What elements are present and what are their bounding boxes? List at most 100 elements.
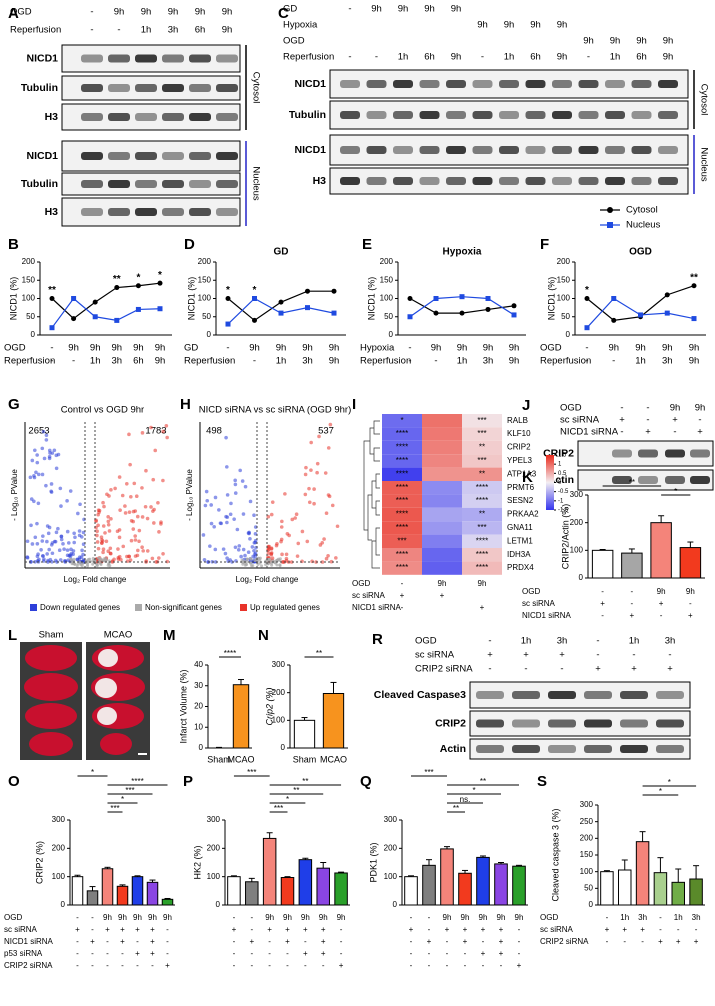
condition-value: +: [120, 925, 125, 934]
condition-value: -: [612, 356, 615, 367]
gene-point: [113, 486, 117, 491]
legend-label: Nucleus: [626, 220, 661, 231]
condition-value: 9h: [479, 913, 488, 922]
band: [135, 208, 157, 216]
blot-label: Tubulin: [289, 109, 326, 121]
colorbar: [546, 455, 554, 510]
gene-point: [283, 492, 287, 496]
gene-point: [106, 523, 111, 527]
condition-value: -: [250, 913, 253, 922]
gene-point: [253, 554, 258, 559]
marker: [638, 312, 643, 318]
y-tick-label: 100: [272, 715, 286, 724]
condition-label: p53 siRNA: [4, 949, 43, 958]
band: [81, 113, 103, 121]
significance: ***: [125, 786, 134, 795]
bar: [621, 552, 643, 579]
gene-point: [69, 557, 73, 561]
band: [366, 177, 387, 185]
gene-point: [246, 550, 251, 555]
gene-point: [224, 435, 228, 440]
condition-value: +: [697, 427, 703, 438]
y-axis-label: CRIP2/Actin (%): [560, 504, 570, 570]
significance: ***: [274, 804, 283, 813]
row-label: LETM1: [507, 536, 533, 545]
y-tick-label: 200: [557, 257, 571, 266]
panel-letter: E: [362, 236, 372, 253]
panel-letter: A: [8, 5, 19, 22]
row-label: CRIP2: [507, 443, 531, 452]
condition-value: 6h: [636, 52, 647, 63]
band: [631, 177, 652, 185]
bar: [101, 868, 114, 906]
gene-point: [274, 543, 279, 548]
blot-label: Tubulin: [21, 178, 58, 190]
condition-value: 3h: [665, 636, 676, 647]
condition-value: 9h: [337, 913, 346, 922]
image-label: Sham: [39, 630, 64, 641]
band: [108, 152, 130, 160]
slice: [29, 732, 73, 756]
band: [340, 111, 360, 119]
band: [162, 84, 184, 92]
gene-point: [104, 558, 108, 562]
condition-value: 9h: [483, 343, 494, 354]
gene-point: [213, 560, 218, 564]
condition-value: +: [499, 925, 504, 934]
stars: ****: [396, 563, 408, 572]
condition-value: -: [446, 937, 449, 946]
band: [81, 208, 103, 216]
image-label: MCAO: [104, 630, 133, 641]
band: [512, 691, 540, 699]
condition-value: -: [587, 52, 590, 63]
infarct: [98, 649, 118, 667]
gene-point: [238, 468, 242, 473]
band: [446, 146, 466, 154]
condition-value: +: [481, 949, 486, 958]
up-count: 537: [318, 426, 334, 437]
stars: ****: [396, 550, 408, 559]
significance: **: [48, 285, 56, 296]
condition-value: -: [488, 636, 491, 647]
heat-cell: [382, 467, 422, 481]
bar: [86, 890, 99, 906]
band: [216, 152, 238, 160]
condition-label: Hypoxia: [360, 343, 395, 354]
heat-cell: [422, 440, 462, 455]
gene-point: [69, 551, 74, 556]
gene-point: [252, 513, 256, 517]
group-label: Nucleus: [250, 166, 261, 201]
gene-point: [290, 517, 295, 522]
blot-label: CRIP2: [435, 717, 466, 729]
band: [419, 146, 440, 154]
condition-value: 1h: [504, 52, 515, 63]
gene-point: [79, 555, 84, 559]
condition-value: -: [348, 4, 351, 15]
gene-point: [140, 545, 144, 550]
condition-value: -: [585, 343, 588, 354]
gene-point: [242, 560, 246, 564]
gene-point: [121, 544, 126, 549]
band: [81, 84, 103, 92]
heat-cell: [422, 414, 462, 428]
gene-point: [108, 546, 113, 551]
significance: *: [136, 272, 140, 283]
legend-label: Down regulated genes: [40, 603, 120, 612]
condition-value: -: [166, 937, 169, 946]
gene-point: [267, 557, 271, 561]
y-axis-label: - Log₁₀ PValue: [10, 469, 19, 521]
bar: [422, 864, 436, 906]
y-tick-label: 300: [384, 815, 398, 824]
gene-point: [240, 479, 245, 483]
gene-point: [153, 448, 158, 453]
y-tick-label: 200: [207, 843, 221, 852]
band: [393, 111, 413, 119]
condition-value: -: [233, 937, 236, 946]
condition-value: 9h: [163, 913, 172, 922]
gene-point: [104, 539, 109, 544]
heat-cell: [422, 534, 462, 548]
blot-frame: [469, 738, 691, 760]
y-tick-label: 150: [198, 275, 212, 284]
y-tick-label: 0: [589, 900, 594, 909]
condition-label: CRIP2 siRNA: [540, 937, 589, 946]
